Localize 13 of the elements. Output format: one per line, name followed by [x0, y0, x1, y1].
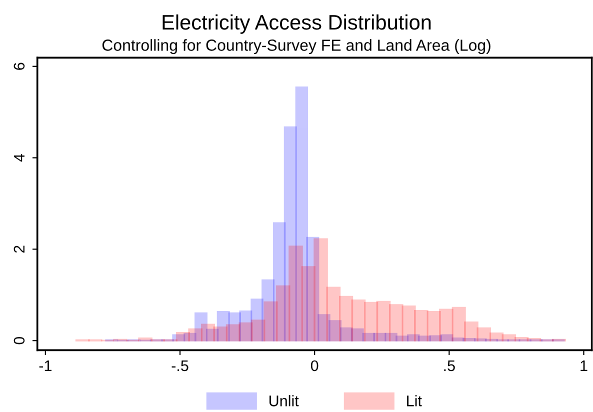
x-tick-label: -1	[39, 360, 52, 371]
chart-title: Electricity Access Distribution	[162, 14, 431, 34]
x-tick-label: -.5	[172, 360, 188, 372]
legend-label: Unlit	[270, 395, 299, 406]
y-tick-label: 4	[14, 154, 24, 162]
y-tick-label: 0	[14, 336, 25, 344]
x-tick-label: 1	[580, 360, 588, 371]
y-tick-label: 2	[14, 246, 24, 253]
y-tick-label: 6	[14, 62, 25, 70]
x-tick-label: .5	[444, 360, 455, 372]
legend-label: Lit	[407, 395, 422, 406]
chart-subtitle: Controlling for Country-Survey FE and Land Area (Log)	[102, 39, 490, 54]
x-tick-label: 0	[310, 360, 318, 372]
